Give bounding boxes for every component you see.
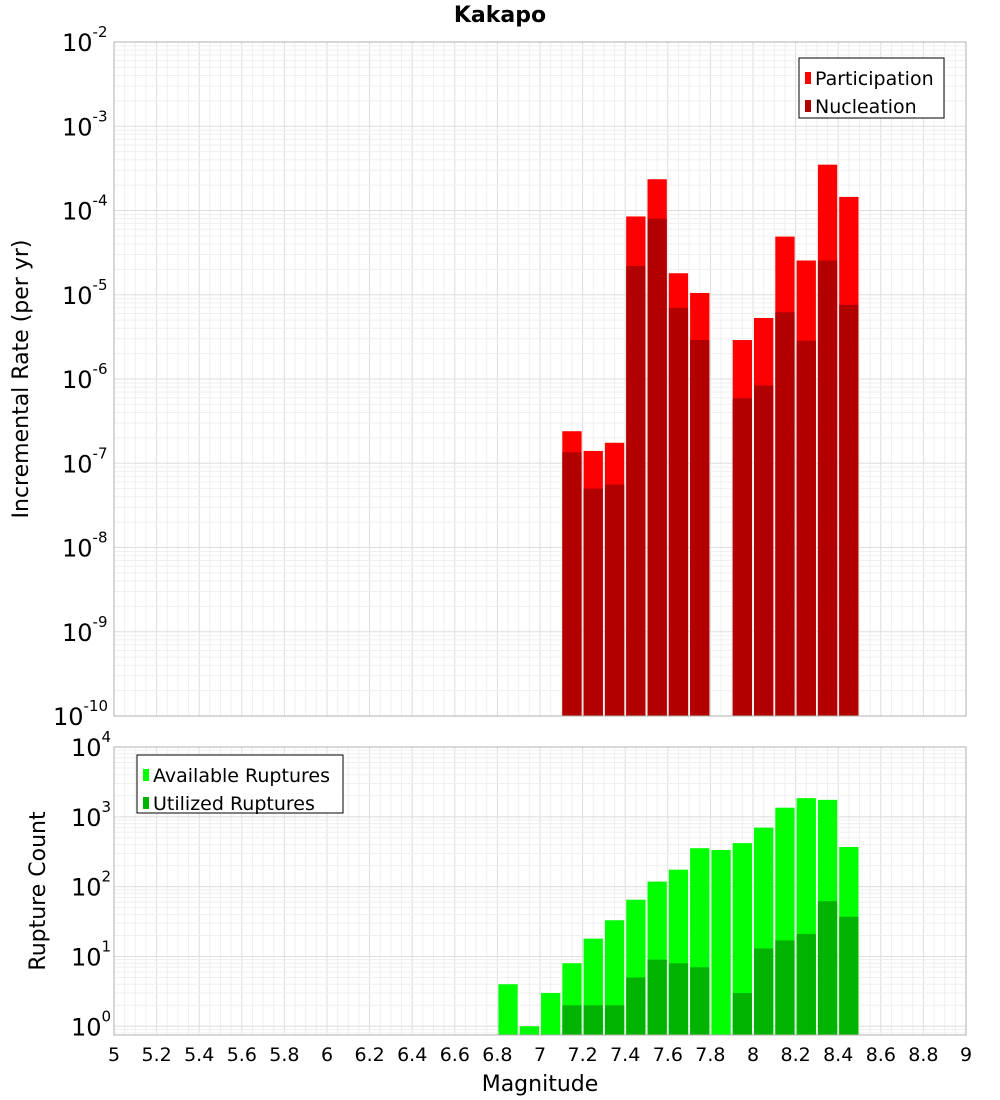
legend-label: Nucleation [815, 96, 917, 118]
y-tick-label: 10-2 [62, 23, 108, 57]
nucleation-bar [817, 260, 838, 716]
x-tick-label: 7 [534, 1044, 546, 1066]
x-tick-label: 8.4 [823, 1044, 853, 1066]
nucleation-bar [732, 398, 752, 716]
utilized-ruptures-bar [732, 992, 752, 1035]
y-tick-label: 10-9 [62, 613, 108, 647]
x-axis-label: Magnitude [482, 1072, 599, 1097]
legend-label: Participation [815, 68, 934, 90]
x-tick-label: 8 [747, 1044, 759, 1066]
utilized-ruptures-bar [562, 1005, 582, 1035]
x-tick-label: 6 [321, 1044, 333, 1066]
x-tick-label: 6.6 [440, 1044, 470, 1066]
legend-label: Available Ruptures [153, 765, 330, 787]
utilized-ruptures-bar [583, 1005, 603, 1035]
legend-label: Utilized Ruptures [153, 793, 315, 815]
nucleation-bar [626, 265, 646, 716]
x-tick-label: 7.4 [610, 1044, 640, 1066]
y-tick-label: 10-3 [62, 107, 108, 141]
bottom-bars [498, 798, 859, 1035]
utilized-ruptures-bar [775, 940, 795, 1035]
x-tick-label: 6.4 [397, 1044, 427, 1066]
legend-swatch [143, 797, 149, 809]
y-tick-label: 100 [71, 1007, 111, 1041]
x-tick-label: 6.8 [482, 1044, 512, 1066]
y-tick-label: 10-6 [62, 360, 108, 394]
top-y-tick-labels: 10-10 10-9 10-8 10-7 10-6 10-5 10-4 10-3 10-2 [53, 23, 108, 731]
utilized-ruptures-bar [690, 967, 710, 1035]
x-tick-label: 7.2 [567, 1044, 597, 1066]
y-tick-label: 10-8 [62, 529, 108, 563]
legend-box [136, 754, 344, 814]
x-tick-label: 5.8 [269, 1044, 299, 1066]
utilized-ruptures-bar [754, 948, 774, 1035]
available-ruptures-bar [732, 843, 752, 1035]
chart-title: Kakapo [454, 3, 546, 28]
available-ruptures-bar [541, 992, 561, 1035]
nucleation-bar [754, 385, 774, 716]
x-tick-label: 8.8 [908, 1044, 938, 1066]
nucleation-bar [839, 304, 859, 716]
nucleation-bar [796, 340, 816, 716]
utilized-ruptures-bar [668, 963, 689, 1035]
nucleation-bar [604, 484, 625, 716]
nucleation-bar [690, 340, 710, 716]
x-tick-label: 5.2 [141, 1044, 171, 1066]
x-tick-label: 9 [960, 1044, 972, 1066]
nucleation-bar [668, 307, 689, 716]
y-tick-label: 10-4 [62, 192, 108, 226]
utilized-ruptures-bar [817, 901, 838, 1035]
x-tick-label: 8.2 [780, 1044, 810, 1066]
legend-swatch [805, 72, 811, 84]
y-tick-label: 102 [71, 868, 111, 902]
x-tick-label: 5.6 [227, 1044, 257, 1066]
available-ruptures-bar [519, 1026, 539, 1035]
available-ruptures-bar [498, 984, 518, 1035]
legend-swatch [143, 769, 149, 781]
top-y-axis-label: Incremental Rate (per yr) [9, 240, 34, 519]
y-tick-label: 10-5 [62, 276, 108, 310]
nucleation-bar [775, 312, 795, 716]
top-legend: Participation Nucleation [798, 57, 945, 119]
x-tick-labels: 5 5.2 5.4 5.6 5.8 6 6.2 6.4 6.6 6.8 7 7.2 7.4 7.6 7.8 8… [108, 1044, 972, 1066]
nucleation-bar [562, 452, 582, 716]
top-bars [562, 164, 859, 717]
legend-swatch [805, 100, 811, 112]
bottom-plot-frame [113, 746, 967, 1036]
nucleation-bar [583, 488, 603, 716]
utilized-ruptures-bar [839, 916, 859, 1035]
x-tick-label: 7.6 [653, 1044, 683, 1066]
x-tick-label: 6.2 [354, 1044, 384, 1066]
y-tick-label: 10-7 [62, 444, 108, 478]
y-tick-label: 103 [71, 798, 111, 832]
nucleation-bar [647, 218, 667, 716]
y-tick-label: 101 [71, 937, 111, 971]
utilized-ruptures-bar [796, 933, 816, 1035]
x-tick-label: 7.8 [695, 1044, 725, 1066]
x-tick-label: 5 [108, 1044, 120, 1066]
x-tick-label: 8.6 [866, 1044, 896, 1066]
legend-box [798, 57, 945, 119]
y-tick-label: 104 [71, 728, 111, 762]
utilized-ruptures-bar [604, 1005, 625, 1035]
top-plot-frame [113, 41, 967, 717]
x-tick-label: 5.4 [184, 1044, 214, 1066]
bottom-y-tick-labels: 100 101 102 103 104 [71, 728, 111, 1041]
available-ruptures-bar [711, 849, 731, 1035]
bottom-legend: Available Ruptures Utilized Ruptures [136, 754, 344, 815]
bottom-y-axis-label: Rupture Count [26, 811, 51, 971]
y-tick-label: 10-10 [53, 697, 108, 731]
utilized-ruptures-bar [626, 977, 646, 1035]
top-gridlines [113, 42, 967, 717]
utilized-ruptures-bar [647, 959, 667, 1035]
